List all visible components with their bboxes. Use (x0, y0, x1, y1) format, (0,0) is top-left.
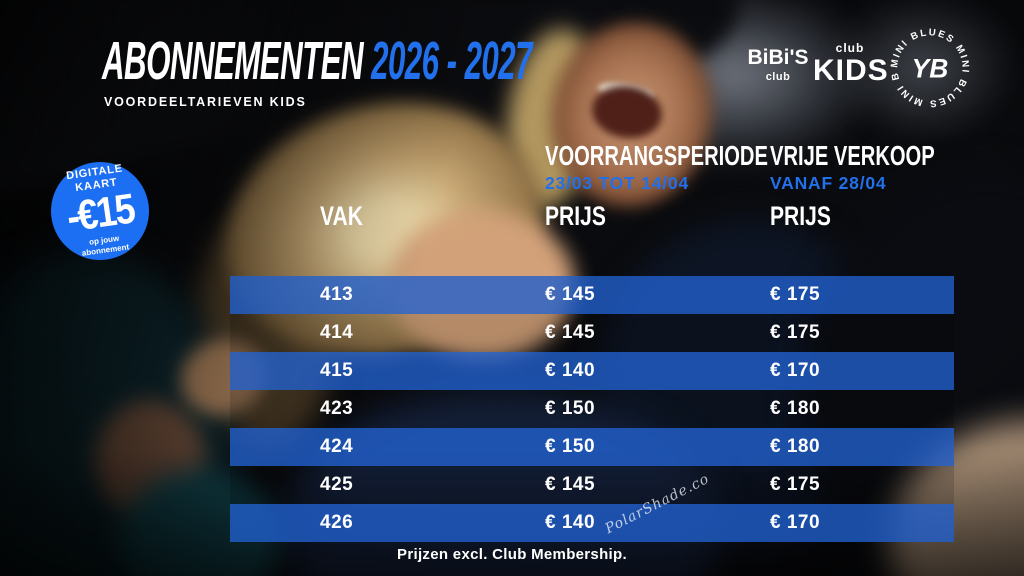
vrije-price-cell: € 175 (770, 284, 821, 305)
voorrang-price-cell: € 145 (545, 322, 596, 343)
column-header-vak: VAK (320, 201, 363, 231)
vak-cell: 423 (320, 398, 354, 419)
vak-cell: 413 (320, 284, 354, 305)
vrije-price-cell: € 175 (770, 474, 821, 495)
page-subtitle: VOORDEELTARIEVEN KIDS (104, 95, 307, 109)
table-row: 424 € 150 € 180 (230, 428, 954, 466)
column-header-prijs-1: PRIJS (545, 201, 606, 231)
vak-cell: 424 (320, 436, 354, 457)
vak-cell: 415 (320, 360, 354, 381)
page-title-white: ABONNEMENTEN (102, 31, 364, 91)
column-group-voorrangsperiode: VOORRANGSPERIODE (545, 140, 768, 171)
vrije-price-cell: € 180 (770, 436, 821, 457)
vak-cell: 426 (320, 512, 354, 533)
bibis-club-logo: BiBi'S club (744, 47, 812, 83)
pricing-table: 413 € 145 € 175 414 € 145 € 175 415 € 14… (230, 276, 954, 542)
voorrang-price-cell: € 150 (545, 398, 596, 419)
page-title: ABONNEMENTEN 2026 - 2027 (102, 30, 533, 92)
price-disclaimer: Prijzen excl. Club Membership. (397, 546, 627, 563)
column-group-vrije-verkoop: VRIJE VERKOOP (770, 140, 935, 171)
voorrang-price-cell: € 145 (545, 474, 596, 495)
voorrang-price-cell: € 145 (545, 284, 596, 305)
vak-cell: 414 (320, 322, 354, 343)
column-header-prijs-2: PRIJS (770, 201, 831, 231)
vrije-price-cell: € 170 (770, 360, 821, 381)
club-kids-logo-text: KIDS (813, 54, 889, 87)
bibis-logo-subtext: club (765, 71, 791, 83)
table-row: 423 € 150 € 180 (230, 390, 954, 428)
page-title-season: 2026 - 2027 (371, 31, 532, 91)
mini-blues-badge: MINI BLUES MINI BLUES MINI BLUES YB (886, 24, 969, 109)
vrije-price-cell: € 170 (770, 512, 821, 533)
table-row: 413 € 145 € 175 (230, 276, 954, 314)
voorrang-price-cell: € 140 (545, 512, 596, 533)
club-kids-logo: club KIDS (813, 41, 889, 87)
vak-cell: 425 (320, 474, 354, 495)
table-row: 425 € 145 € 175 (230, 466, 954, 504)
badge-amount: -€15 (63, 184, 137, 241)
mini-blues-monogram: YB (912, 54, 949, 84)
table-row: 414 € 145 € 175 (230, 314, 954, 352)
club-kids-logo-top: club (835, 41, 865, 55)
voorrang-price-cell: € 140 (545, 360, 596, 381)
bibis-logo-text: BiBi'S (747, 46, 809, 69)
vrije-price-cell: € 175 (770, 322, 821, 343)
voorrang-price-cell: € 150 (545, 436, 596, 457)
vrije-price-cell: € 180 (770, 398, 821, 419)
voorrangsperiode-dates: 23/03 TOT 14/04 (545, 173, 689, 193)
vrije-verkoop-dates: VANAF 28/04 (770, 173, 887, 193)
table-row: 415 € 140 € 170 (230, 352, 954, 390)
table-row: 426 € 140 € 170 (230, 504, 954, 542)
